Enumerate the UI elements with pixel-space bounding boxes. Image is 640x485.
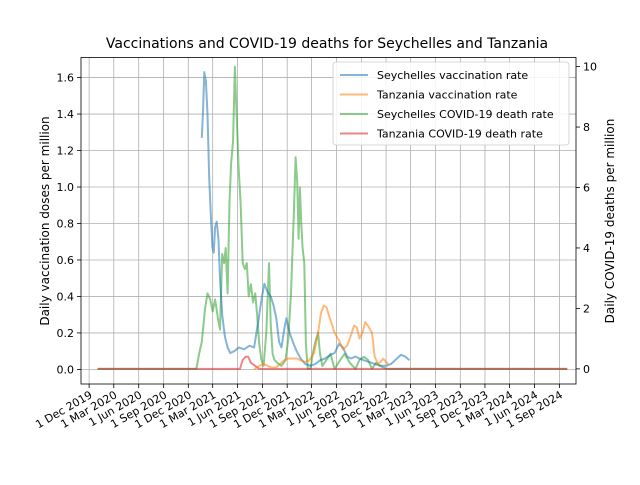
right-y-tick-label: 8 <box>583 121 590 134</box>
plot-area-frame <box>80 57 577 385</box>
right-y-tick-label: 4 <box>583 242 590 255</box>
left-y-tick-label: 1.2 <box>57 145 75 158</box>
left-y-axis: 0.0 0.2 0.4 0.6 0.8 1.0 1.2 1.4 1.6 <box>57 72 81 376</box>
right-y-axis: 0 2 4 6 8 10 <box>576 61 597 376</box>
left-y-tick-label: 1.4 <box>57 108 75 121</box>
legend-entry-label: Seychelles COVID-19 death rate <box>377 108 554 121</box>
legend-entry-label: Seychelles vaccination rate <box>377 69 528 82</box>
right-y-tick-label: 0 <box>583 363 590 376</box>
left-y-tick-label: 0.8 <box>57 217 75 230</box>
chart-title: Vaccinations and COVID-19 deaths for Sey… <box>106 36 548 52</box>
left-y-tick-label: 1.0 <box>57 181 75 194</box>
legend: Seychelles vaccination rate Tanzania vacc… <box>332 61 570 146</box>
left-y-tick-label: 0.0 <box>57 363 75 376</box>
left-y-tick-label: 0.4 <box>57 290 75 303</box>
series-line-2 <box>97 65 568 370</box>
left-y-tick-label: 0.2 <box>57 327 75 340</box>
legend-entry-label: Tanzania COVID-19 death rate <box>376 128 543 141</box>
right-y-tick-label: 2 <box>583 302 590 315</box>
series-line-0 <box>200 71 411 367</box>
right-y-tick-label: 6 <box>583 181 590 194</box>
legend-entry-label: Tanzania vaccination rate <box>376 89 518 102</box>
series-lines <box>97 65 568 371</box>
series-line-1 <box>253 304 390 371</box>
right-y-tick-label: 10 <box>583 61 597 74</box>
legend-box <box>332 61 570 146</box>
left-y-tick-label: 1.6 <box>57 72 75 85</box>
right-y-axis-label: Daily COVID-19 deaths per million <box>603 119 617 324</box>
left-y-tick-label: 0.6 <box>57 254 75 267</box>
left-y-axis-label: Daily vaccination doses per million <box>38 116 52 325</box>
